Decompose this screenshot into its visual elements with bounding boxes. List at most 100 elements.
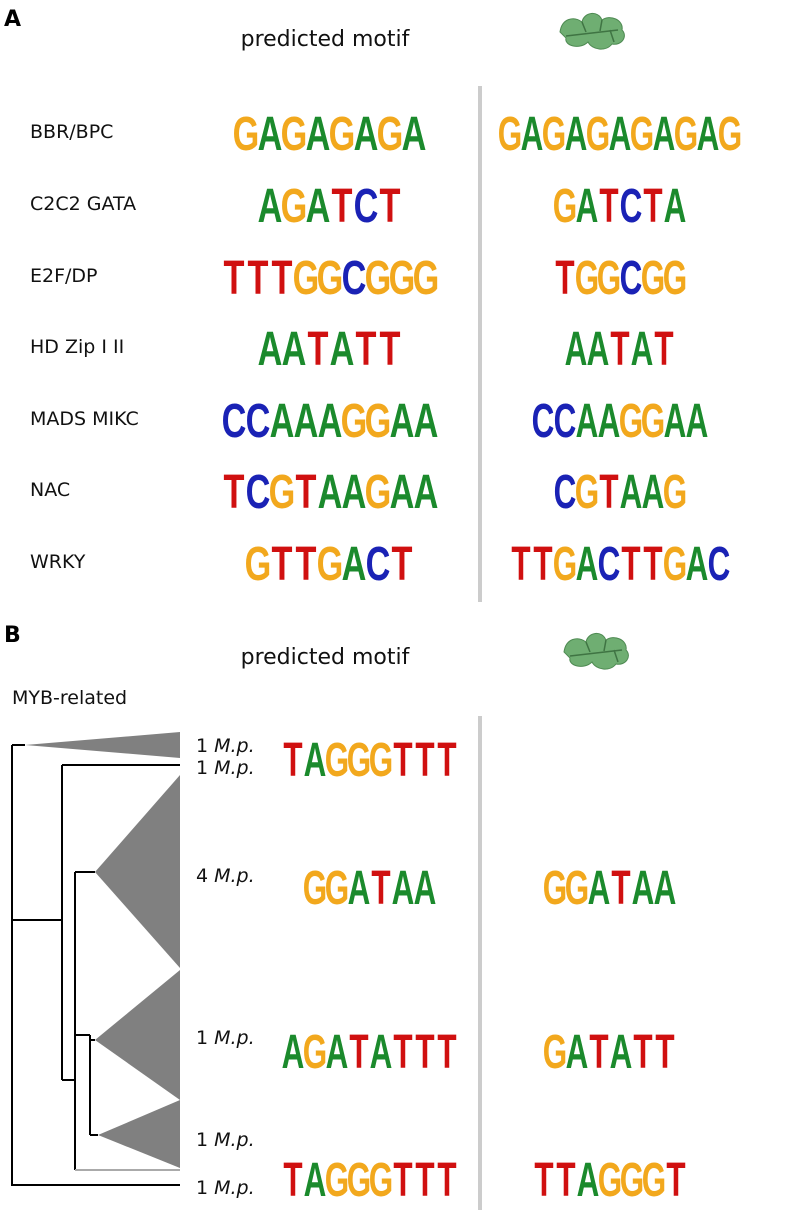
logo-letter: A [521,106,544,160]
logo-letter: A [348,860,371,914]
clade-label: 1 M.p. [196,1129,255,1151]
leaf-icon [563,633,629,670]
logo-letter: G [365,393,392,447]
clade-label: 4 M.p. [196,865,255,887]
logo-letter: T [224,250,245,304]
logo-letter: G [233,106,260,160]
logo-letter: A [370,1024,393,1078]
logo-letter: A [354,106,379,160]
logo-letter: A [620,464,643,518]
logo-letter: T [415,1152,434,1206]
logo-letter: T [393,1152,412,1206]
logo-letter: C [246,464,271,518]
logo-letter: T [272,536,293,590]
logo-letter: G [642,1152,666,1206]
sequence-logo: GGA T A A [303,860,437,914]
clade-count: 1 [196,1027,208,1049]
logo-letter: A [342,464,367,518]
logo-letter: G [565,860,589,914]
logo-letter: C [598,536,621,590]
logo-letter: G [347,732,371,786]
logo-letter: G [598,1152,622,1206]
clade-species: M.p. [214,1129,255,1151]
logo-letter: G [325,732,349,786]
logo-letter: A [282,1024,305,1078]
logo-letter: G [630,106,654,160]
header: predicted motif [241,27,411,52]
logo-letter: A [330,321,355,375]
logo-letter: T [437,1024,456,1078]
logo-letter: G [718,106,742,160]
logo-letter: G [389,250,416,304]
logo-letter: T [356,321,377,375]
logo-letter: G [369,1152,393,1206]
logo-letter: A [306,178,331,232]
logo-letter: A [686,393,709,447]
logo-letter: A [414,860,437,914]
family-label: C2C2 GATA [30,193,136,215]
logo-letter: T [392,536,413,590]
logo-letter: C [554,464,577,518]
logo-letter: G [377,106,404,160]
sequence-logo: GA T A T T [543,1024,675,1078]
family-label: MYB-related [12,687,127,709]
clade-species: M.p. [214,865,255,887]
logo-letter: T [371,860,390,914]
logo-letter: T [555,250,574,304]
clade-species: M.p. [214,1177,255,1199]
logo-letter: T [308,321,329,375]
sequence-logo: GGA T A A [543,860,677,914]
logo-letter: G [674,106,698,160]
logo-letter: A [697,106,720,160]
logo-letter: T [556,1152,575,1206]
logo-letter: A [576,178,599,232]
logo-letter: C [246,393,271,447]
logo-letter: G [365,464,392,518]
logo-letter: T [349,1024,368,1078]
clade-species: M.p. [214,1027,255,1049]
logo-letter: G [293,250,320,304]
sequence-logo: G T T GA C T [245,536,413,590]
logo-letter: G [663,250,687,304]
logo-letter: G [317,536,344,590]
logo-letter: T [393,1024,412,1078]
logo-letter: T [655,1024,674,1078]
logo-letter: G [663,536,687,590]
logo-letter: A [318,393,343,447]
logo-letter: T [224,464,245,518]
tree [11,744,180,1186]
logo-letter: C [222,393,247,447]
logo-letter: G [281,178,308,232]
logo-letter: A [326,1024,349,1078]
logo-letter: T [393,732,412,786]
logo-letter: G [553,178,577,232]
family-label: NAC [30,479,70,501]
sequence-logo: T CG T A AGA A [224,464,439,518]
family-label: BBR/BPC [30,121,113,143]
logo-letter: A [258,178,283,232]
logo-letter: A [632,860,655,914]
logo-letter: A [390,393,415,447]
logo-letter: A [576,536,599,590]
clade-label: 1 M.p. [196,1027,255,1049]
family-label: HD Zip I II [30,336,124,358]
logo-letter: T [332,178,353,232]
logo-letter: A [664,178,687,232]
logo-letter: G [620,1152,644,1206]
logo-letter: A [588,860,611,914]
clade-count: 1 [196,1177,208,1199]
logo-letter: T [533,536,552,590]
logo-letter: C [708,536,731,590]
logo-letter: G [303,1024,327,1078]
panel-label: A [4,7,21,32]
logo-letter: G [641,250,665,304]
logo-letter: A [664,393,687,447]
logo-letter: A [587,321,610,375]
